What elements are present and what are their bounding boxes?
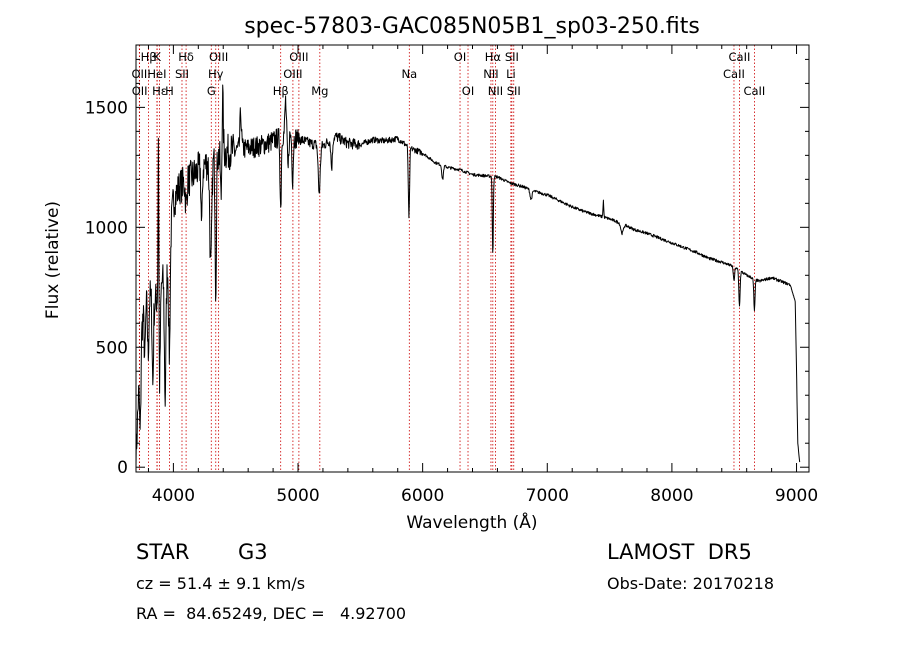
spectral-line-labels: Hβ OII OII K HeI HεH Hδ SII OIII Hγ G OIII OIII Hβ Mg N… [131, 50, 765, 98]
spectral-line-label: NII [488, 84, 503, 98]
spectral-line-label: CaII [723, 67, 745, 81]
chart-title: spec-57803-GAC085N05B1_sp03-250.fits [244, 14, 700, 39]
spectral-line-label: Hβ [141, 50, 157, 64]
x-tick-label: 9000 [775, 486, 818, 506]
spectral-line-label: Hβ [273, 84, 289, 98]
x-tick-label: 4000 [152, 486, 195, 506]
x-tick-label: 5000 [276, 486, 319, 506]
spectral-line-markers [138, 45, 755, 472]
spectral-line-label: H [165, 84, 174, 98]
spectral-line-label: OIII [283, 67, 302, 81]
spectral-line-label: OII [131, 67, 147, 81]
spectral-line-label: OI [454, 50, 466, 64]
spectral-line-label: Hγ [208, 67, 224, 81]
survey-name: LAMOST DR5 [607, 540, 752, 564]
y-tick-label: 0 [117, 458, 128, 478]
spectral-line-label: NII [483, 67, 498, 81]
coordinates-readout: RA = 84.65249, DEC = 4.92700 [136, 604, 407, 623]
spectral-line-label: Hδ [178, 50, 194, 64]
spectral-line-label: G [207, 84, 216, 98]
spectral-line-label: Na [401, 67, 417, 81]
spectrum-series-line [135, 84, 801, 468]
y-tick-label: 1000 [85, 218, 128, 238]
spectral-line-label: OII [132, 84, 148, 98]
spectral-line-label: OI [462, 84, 474, 98]
plot-frame [135, 44, 810, 473]
x-axis-label: Wavelength (Å) [406, 511, 537, 533]
y-tick-label: 1500 [85, 98, 128, 118]
spectral-line-label: HeI [147, 67, 166, 81]
spectral-line-label: CaII [729, 50, 751, 64]
y-axis-label: Flux (relative) [43, 201, 63, 319]
spectral-line-label: OIII [209, 50, 228, 64]
x-tick-label: 7000 [526, 486, 569, 506]
x-axis-ticks: 4000 5000 6000 7000 8000 9000 [147, 45, 818, 506]
object-class: STAR [136, 540, 190, 564]
spectral-line-label: Hα [485, 50, 502, 64]
x-tick-label: 8000 [650, 486, 693, 506]
spectral-line-label: CaII [743, 84, 765, 98]
redshift-readout: cz = 51.4 ± 9.1 km/s [136, 574, 306, 593]
y-axis-ticks: 0 500 1000 1500 [85, 58, 809, 478]
observation-date: Obs-Date: 20170218 [607, 574, 775, 593]
spectral-line-label: SII [505, 50, 519, 64]
y-tick-label: 500 [96, 338, 128, 358]
spectral-line-label: OIII [289, 50, 308, 64]
spectral-line-label: Hε [152, 84, 167, 98]
x-tick-label: 6000 [401, 486, 444, 506]
spectral-line-label: SII [175, 67, 189, 81]
spectral-line-label: Li [506, 67, 516, 81]
object-subclass: G3 [238, 540, 268, 564]
spectral-line-label: SII [507, 84, 521, 98]
spectral-line-label: K [153, 50, 161, 64]
spectral-line-label: Mg [311, 84, 328, 98]
